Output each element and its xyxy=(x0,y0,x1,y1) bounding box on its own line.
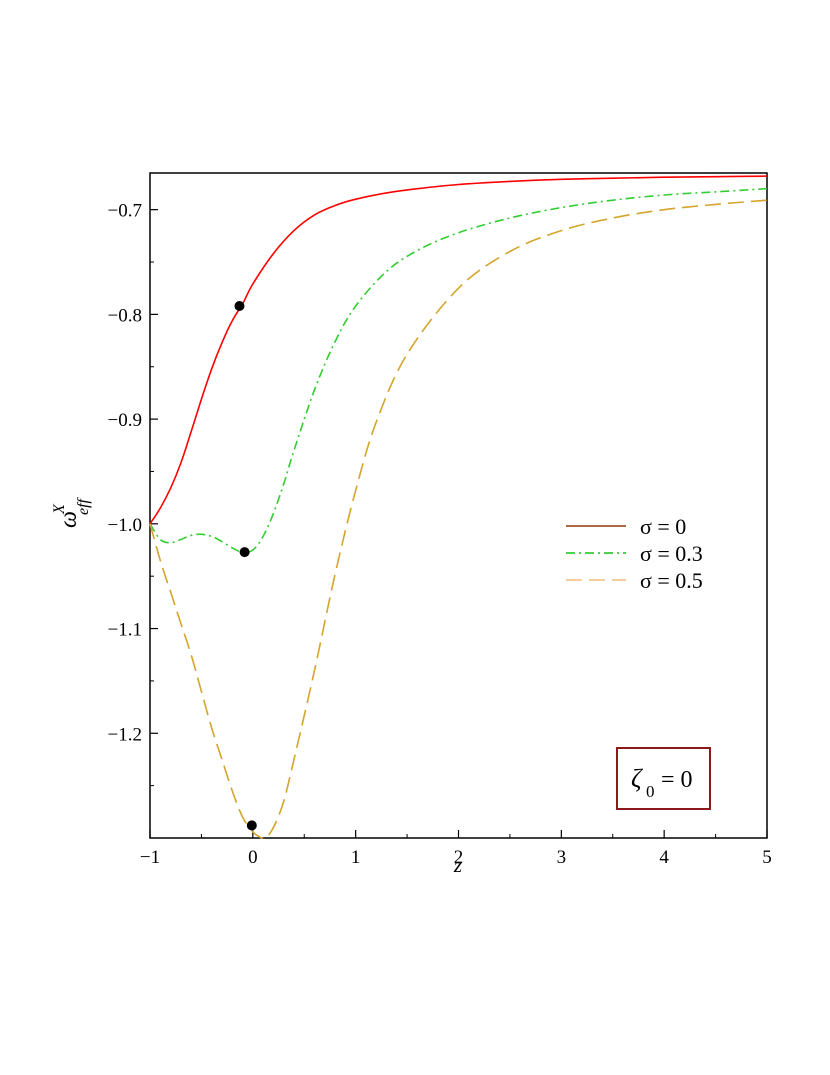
legend-label: σ = 0.3 xyxy=(640,541,703,566)
annotation-frame xyxy=(616,747,711,810)
series-layer xyxy=(149,175,768,840)
x-axis-label: z xyxy=(453,853,462,877)
y-axis-label: ω eff X xyxy=(51,496,92,528)
legend: σ = 0σ = 0.3σ = 0.5 xyxy=(566,514,703,593)
data-point-marker xyxy=(246,820,257,831)
y-tick-label: −0.9 xyxy=(108,410,142,431)
x-axis: −1 0 1 2 3 4 5 xyxy=(140,830,772,868)
plot-frame xyxy=(149,172,768,839)
x-tick-label: −1 xyxy=(140,847,160,868)
y-tick-label: −1.1 xyxy=(108,620,142,641)
x-tick-label: 2 xyxy=(454,847,464,868)
y-tick-label: −1.2 xyxy=(108,724,142,745)
y-tick-label: −0.7 xyxy=(108,201,142,222)
x-tick-label: 3 xyxy=(557,847,567,868)
y-tick-label: −1.0 xyxy=(108,515,142,536)
y-axis-label-sup: X xyxy=(51,503,68,515)
y-axis-label-base: ω xyxy=(56,511,82,528)
annotation-base: ζ xyxy=(631,764,643,793)
annotation-sub: 0 xyxy=(646,782,655,801)
y-axis: −1.2 −1.1 −1.0 −0.9 −0.8 −0.7 xyxy=(108,201,158,787)
annotation-rest: = 0 xyxy=(655,767,693,793)
annotation-box: ζ 0 = 0 xyxy=(616,747,711,810)
data-point-marker xyxy=(239,547,250,558)
x-tick-label: 0 xyxy=(248,847,258,868)
series-line-2 xyxy=(149,199,768,840)
y-tick-label: −0.8 xyxy=(108,305,142,326)
x-tick-label: 4 xyxy=(659,847,669,868)
legend-label: σ = 0 xyxy=(640,514,686,539)
data-point-marker xyxy=(234,301,245,311)
x-tick-label: 1 xyxy=(351,847,361,868)
y-axis-label-sub: eff xyxy=(75,496,92,515)
marker-layer xyxy=(234,301,257,831)
legend-label: σ = 0.5 xyxy=(640,568,703,593)
x-tick-label: 5 xyxy=(762,847,772,868)
series-line-1 xyxy=(149,187,768,554)
series-line-0 xyxy=(149,175,768,525)
